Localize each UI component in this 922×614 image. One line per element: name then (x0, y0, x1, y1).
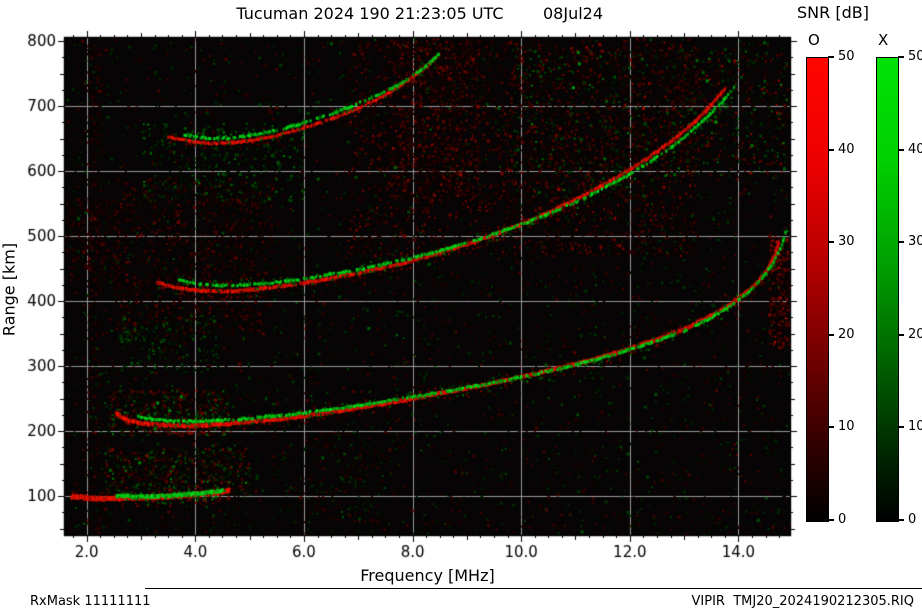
x-mode-colorbar (876, 57, 899, 522)
colorbar-tick-label: 20 (838, 326, 855, 342)
footer-divider (145, 588, 922, 589)
colorbar-tick-label: 40 (908, 141, 922, 157)
colorbar-tick-label: 30 (908, 234, 922, 250)
colorbar-tick-dash (828, 519, 834, 521)
footer-rxmask: RxMask 11111111 (30, 594, 151, 609)
date-label: 08Jul24 (543, 4, 604, 23)
colorbar-tick-label: 0 (838, 512, 847, 527)
colorbar-tick-label: 0 (908, 512, 917, 527)
x-axis-label: Frequency [MHz] (360, 566, 495, 585)
colorbar-tick-label: 10 (908, 419, 922, 435)
colorbar-tick-dash (898, 519, 904, 521)
colorbar-tick-dash (898, 333, 904, 336)
colorbar-tick-label: 30 (838, 234, 855, 250)
x-mode-label: X (878, 31, 889, 49)
colorbar-tick-label: 50 (838, 49, 855, 64)
page-title: Tucuman 2024 190 21:23:05 UTC (236, 4, 504, 23)
colorbar-tick-label: 20 (908, 326, 922, 342)
colorbar-tick-dash (898, 148, 904, 151)
o-mode-label: O (808, 31, 820, 49)
colorbar-tick-dash (828, 241, 834, 244)
colorbar-tick-dash (828, 56, 834, 58)
colorbar-tick-dash (898, 56, 904, 58)
footer-filename: VIPIR TMJ20_2024190212305.RIQ (691, 594, 915, 609)
o-mode-colorbar (806, 57, 829, 522)
colorbar-tick-dash (828, 148, 834, 151)
colorbar-tick-label: 50 (908, 49, 922, 64)
y-axis-label: Range [km] (0, 242, 19, 337)
colorbar-tick-label: 40 (838, 141, 855, 157)
colorbar-tick-dash (828, 426, 834, 429)
colorbar-tick-dash (898, 426, 904, 429)
colorbar-tick-dash (898, 241, 904, 244)
colorbar-tick-label: 10 (838, 419, 855, 435)
snr-colorbar-title: SNR [dB] (797, 3, 869, 22)
colorbar-tick-dash (828, 333, 834, 336)
